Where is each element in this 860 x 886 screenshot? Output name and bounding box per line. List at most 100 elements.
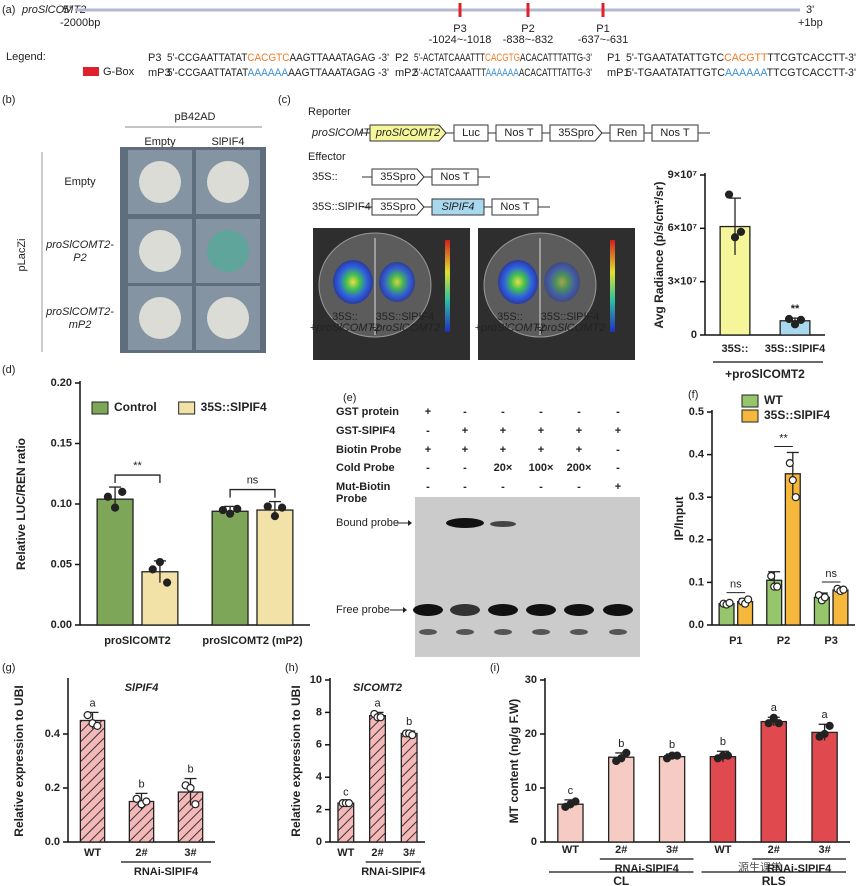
sequence-part: AAAAAA (248, 67, 289, 79)
row-label: GST protein (336, 406, 399, 418)
data-point (148, 565, 157, 574)
column-label: Empty (144, 136, 176, 148)
sequence-part: 5'-TGAATATATTGTC (626, 52, 724, 64)
part-label: 35Spro (380, 201, 415, 213)
y-tick-label: 0.2 (689, 534, 704, 546)
data-point (186, 783, 195, 793)
sequence-part: ACACATTTATTG-3' (519, 67, 592, 79)
section-label: Effector (308, 151, 346, 163)
bar (96, 498, 134, 626)
cell: - (501, 481, 505, 493)
significance-letter: b (187, 763, 193, 775)
data-point (673, 751, 682, 760)
cell: + (538, 444, 544, 456)
row-label: proSlCOMT2- (45, 306, 114, 318)
data-point (774, 719, 783, 728)
significance-letter: b (406, 716, 412, 728)
site-name: P1 (596, 23, 609, 35)
x-tick-label: P3 (824, 635, 837, 647)
cell: + (615, 481, 621, 493)
cell: - (616, 406, 620, 418)
sequence-part: CACGTC (247, 52, 289, 64)
y-axis-label: IP/Input (672, 497, 686, 541)
part-label: Nos T (440, 171, 469, 183)
arrow-head (408, 520, 412, 526)
data-point (820, 729, 829, 739)
yeast-colony (207, 161, 249, 203)
site-range: -1024~-1018 (429, 34, 492, 46)
y-tick-label: 0 (691, 329, 697, 341)
y-tick-label: 0.15 (51, 437, 72, 449)
significance-letter: a (822, 709, 829, 721)
sequence-part: 5'-CCGAATTATAT (167, 52, 248, 64)
yeast-colony (207, 297, 249, 339)
data-point (408, 730, 417, 740)
bar (400, 732, 418, 843)
significance-letter: a (771, 702, 778, 714)
legend-label: 35S::SlPIF4 (764, 408, 830, 422)
construct-name: 35S::SlPIF4 (312, 201, 371, 213)
significance-letter: c (568, 785, 574, 797)
data-point (788, 476, 797, 485)
sequence: 5'-ACTATCAAATTTCACGTGACACATTTATTG-3' (414, 52, 592, 64)
construct-name: proSlCOMT2 (311, 127, 376, 139)
x-tick-label: WT (714, 844, 731, 856)
cell: + (500, 444, 506, 456)
panel-label: (a) (2, 4, 15, 16)
legend-swatch (741, 409, 759, 423)
part-label: Nos T (500, 201, 529, 213)
y-tick-label: 8 (316, 706, 322, 718)
panel-label: (g) (2, 662, 15, 674)
vector-label: pB42AD (175, 111, 216, 123)
y-axis-label: Avg Radiance (p/s/cm²/sr) (652, 182, 666, 329)
data-point (730, 233, 740, 242)
data-point (767, 571, 776, 581)
yeast-colony (207, 230, 249, 272)
data-point (622, 748, 631, 758)
construct-name: 35S:: (312, 171, 338, 183)
color-scale (610, 240, 615, 332)
cell: - (616, 462, 620, 474)
part-label: Nos T (660, 127, 689, 139)
data-point (270, 511, 280, 521)
gel-band (456, 629, 474, 635)
x-tick-label: 3# (666, 844, 678, 856)
bar (337, 802, 355, 843)
bar (658, 756, 686, 843)
data-point (571, 797, 580, 806)
y-tick-label: 4 (316, 771, 323, 783)
cell: 200× (567, 462, 592, 474)
panel-label: (c) (278, 94, 291, 106)
x-tick-label: proSlCOMT2 (104, 635, 171, 647)
y-tick-label: 9×10⁷ (668, 169, 698, 181)
sequence: 5'-TGAATATATTGTCCACGTTTTCGTCACCTT-3' (626, 52, 856, 64)
legend-label: G-Box (103, 66, 135, 78)
significance-letter: a (89, 697, 96, 709)
start-label: -2000bp (60, 17, 100, 29)
sequence-part: AAGTTAAATAGAG -3' (288, 67, 389, 79)
data-point (344, 799, 354, 808)
gel-band (446, 518, 484, 528)
bar (256, 509, 294, 626)
y-tick-label: 0.10 (51, 498, 72, 510)
data-point (132, 794, 141, 803)
gel-band (570, 629, 588, 635)
cell: + (500, 425, 506, 437)
sequence-name: mP3 (148, 67, 171, 79)
sequence-part: TTCGTCACCTT-3' (767, 52, 856, 64)
promoter-part (369, 124, 447, 142)
sequence-name: mP2 (395, 67, 418, 79)
y-tick-label: 30 (525, 674, 537, 686)
vector-label: pLacZi (16, 238, 28, 271)
sequence-part: AAAAAA (486, 67, 520, 79)
data-point (163, 578, 172, 587)
image-label: +proSlCOMT2 (370, 322, 441, 334)
bar (368, 714, 387, 843)
sequence-part: AAAAAA (725, 67, 768, 79)
bar (557, 803, 584, 843)
bar (811, 731, 838, 843)
data-point (218, 505, 227, 515)
annotation: ns (825, 568, 837, 580)
x-tick-label: WT (84, 847, 101, 859)
bar (760, 720, 788, 843)
